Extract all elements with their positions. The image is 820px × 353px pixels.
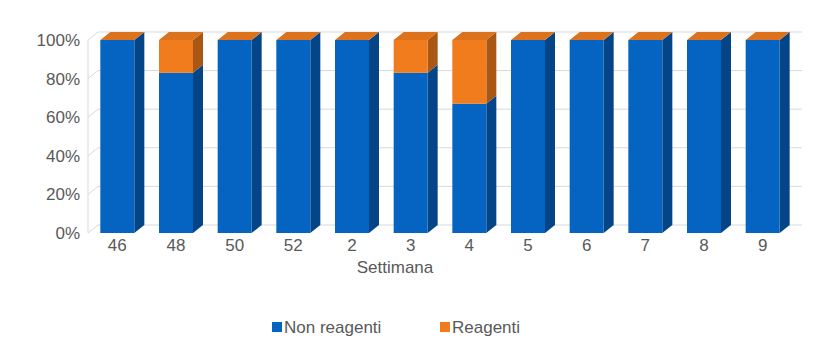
bar-side [486, 32, 496, 104]
x-tick-label: 52 [284, 236, 303, 255]
y-tick-label: 100% [37, 31, 80, 50]
bar-segment [452, 32, 496, 104]
bar-side [369, 32, 379, 233]
x-tick-label: 5 [523, 236, 532, 255]
legend-label: Non reagenti [284, 318, 381, 337]
grid-line-depth [88, 225, 98, 233]
bar-segment [159, 32, 203, 73]
legend: Non reagenti Reagenti [272, 318, 520, 337]
x-tick-label: 8 [699, 236, 708, 255]
bar-front [335, 40, 369, 233]
grid-line-depth [88, 71, 98, 79]
y-tick-label: 0% [55, 224, 80, 243]
bar-front [100, 40, 134, 233]
y-tick-label: 20% [46, 185, 80, 204]
x-tick-label: 3 [406, 236, 415, 255]
y-tick-label: 40% [46, 147, 80, 166]
bar-top [394, 32, 438, 40]
x-tick-label: 6 [582, 236, 591, 255]
bar-front [159, 73, 193, 233]
bar-front [687, 40, 721, 233]
legend-swatch [272, 322, 282, 332]
bar-segment [159, 65, 203, 233]
x-tick-label: 9 [758, 236, 767, 255]
bar-top [687, 32, 731, 40]
bar-segment [570, 32, 614, 233]
bar-side [252, 32, 262, 233]
bar-top [746, 32, 790, 40]
bar-segment [746, 32, 790, 233]
bar-top [511, 32, 555, 40]
x-axis-label: Settimana [357, 258, 434, 277]
grid-line-depth [88, 32, 98, 40]
legend-swatch [440, 322, 450, 332]
grid-line-depth [88, 148, 98, 156]
bar-side [310, 32, 320, 233]
bar-front [570, 40, 604, 233]
bar-top [218, 32, 262, 40]
grid-line-depth [88, 186, 98, 194]
chart-container: 0% 20% 40% 60% 80% 100% 46 48 50 52 2 3 4 5 6 7 8 9 Settim… [0, 0, 820, 353]
bar-top [570, 32, 614, 40]
bar-segment [276, 32, 320, 233]
chart-svg: 0% 20% 40% 60% 80% 100% 46 48 50 52 2 3 4 5 6 7 8 9 Settim… [0, 0, 820, 353]
bar-side [721, 32, 731, 233]
grid-line [98, 32, 802, 33]
bar-front [628, 40, 662, 233]
bar-top [628, 32, 672, 40]
legend-label: Reagenti [452, 318, 520, 337]
bar-side [662, 32, 672, 233]
bar-front [276, 40, 310, 233]
bar-front [452, 40, 486, 104]
bar-front [218, 40, 252, 233]
bar-front [746, 40, 780, 233]
x-tick-label: 50 [225, 236, 244, 255]
bar-front [452, 104, 486, 233]
y-axis-line [88, 40, 89, 233]
bar-segment [452, 96, 496, 233]
bar-segment [218, 32, 262, 233]
bar-segment [394, 65, 438, 233]
grid-line-depth [88, 109, 98, 117]
bar-top [452, 32, 496, 40]
bar-front [394, 73, 428, 233]
bar-side [428, 65, 438, 233]
bar-side [780, 32, 790, 233]
bar-side [545, 32, 555, 233]
bar-segment [335, 32, 379, 233]
bar-side [193, 65, 203, 233]
bar-front [511, 40, 545, 233]
x-tick-label: 2 [347, 236, 356, 255]
bar-side [604, 32, 614, 233]
bar-segment [511, 32, 555, 233]
x-tick-label: 7 [641, 236, 650, 255]
bar-segment [394, 32, 438, 73]
bar-segment [687, 32, 731, 233]
bar-front [394, 40, 428, 73]
bar-side [134, 32, 144, 233]
bars [100, 32, 789, 233]
x-tick-label: 48 [167, 236, 186, 255]
grid [88, 32, 802, 233]
bar-top [100, 32, 144, 40]
bar-top [276, 32, 320, 40]
bar-top [159, 32, 203, 40]
bar-front [159, 40, 193, 73]
x-tick-label: 46 [108, 236, 127, 255]
y-tick-label: 60% [46, 108, 80, 127]
bar-side [486, 96, 496, 233]
y-tick-label: 80% [46, 70, 80, 89]
bar-segment [628, 32, 672, 233]
x-tick-label: 4 [465, 236, 474, 255]
bar-segment [100, 32, 144, 233]
bar-top [335, 32, 379, 40]
